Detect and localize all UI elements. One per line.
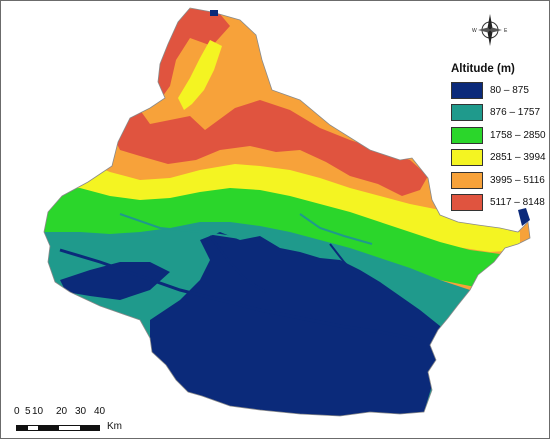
band-5 [110, 8, 428, 196]
legend-label: 3995 – 5116 [490, 174, 545, 186]
scale-tick-label: 30 [75, 406, 87, 417]
scale-tick-label: 20 [56, 406, 68, 417]
legend-item: 3995 – 5116 [451, 169, 547, 192]
region-boundary [43, 7, 531, 417]
legend-swatch [451, 104, 483, 122]
legend-label: 5117 – 8148 [490, 197, 545, 209]
scale-tick-label: 5 [25, 406, 31, 417]
legend-swatch [451, 149, 483, 167]
altitude-legend: Altitude (m) 80 – 875 876 – 1757 1758 – … [451, 63, 547, 214]
scale-bar-segments [16, 425, 100, 431]
river-channel [209, 235, 267, 294]
legend-swatch [451, 126, 483, 144]
legend-label: 80 – 875 [490, 84, 529, 96]
legend-swatch [451, 194, 483, 212]
scale-tick-label: 10 [32, 406, 44, 417]
legend-label: 2851 – 3994 [490, 152, 546, 164]
river-channel [329, 243, 373, 293]
north-outlier [210, 10, 218, 16]
legend-item: 5117 – 8148 [451, 192, 547, 215]
scale-bar: 0 5 10 20 30 40 Km [14, 406, 124, 434]
legend-label: 876 – 1757 [490, 107, 541, 119]
legend-item: 2851 – 3994 [451, 147, 547, 170]
legend-item: 876 – 1757 [451, 102, 547, 125]
compass-west-label: W [472, 28, 477, 34]
band-0 [60, 232, 450, 416]
compass-rose-icon: W E [472, 12, 508, 48]
legend-swatch [451, 171, 483, 189]
scale-tick-label: 40 [94, 406, 106, 417]
legend-item: 80 – 875 [451, 79, 547, 102]
east-outlier [518, 208, 530, 226]
scale-tick-label: 0 [14, 406, 20, 417]
river-channel [59, 248, 421, 342]
legend-item: 1758 – 2850 [451, 124, 547, 147]
legend-title: Altitude (m) [451, 63, 515, 75]
compass-east-label: E [504, 28, 508, 34]
legend-swatch [451, 81, 483, 99]
scale-unit-label: Km [107, 421, 122, 432]
valley-line [299, 213, 373, 245]
legend-label: 1758 – 2850 [490, 129, 546, 141]
valley-line [119, 213, 241, 239]
